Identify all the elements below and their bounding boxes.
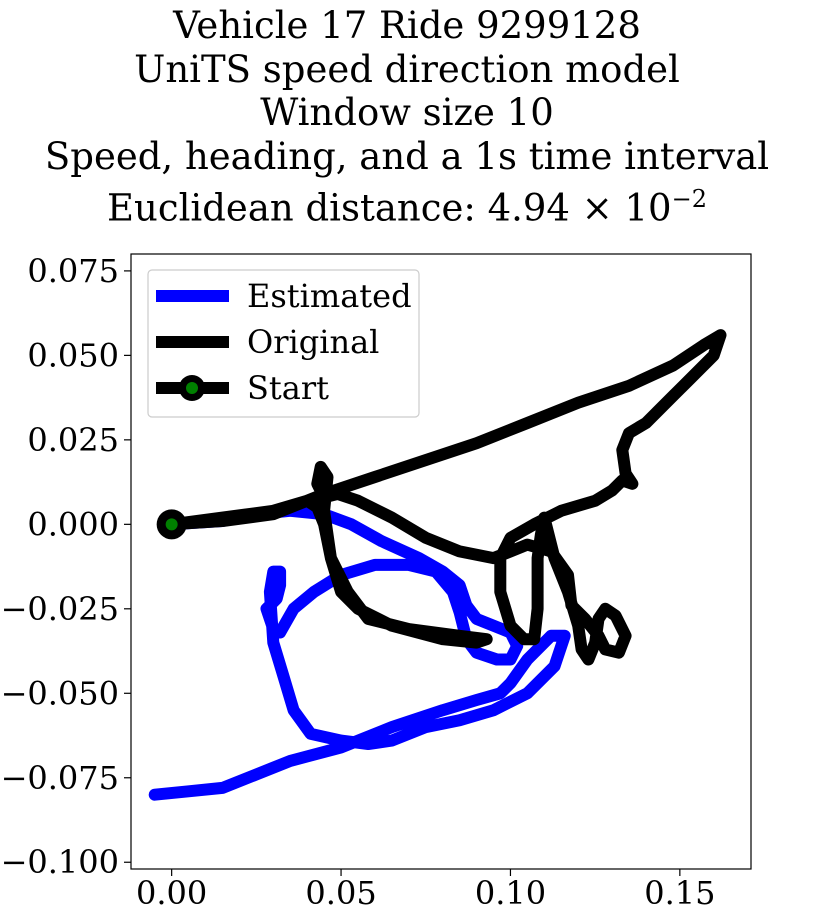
legend-original-label: Original: [247, 323, 379, 361]
y-tick-label: −0.050: [1, 674, 119, 712]
legend-frame: [147, 269, 420, 418]
series-layer: [148, 329, 727, 801]
start-marker-inner: [165, 518, 178, 531]
series-line-estimated: [148, 504, 571, 801]
y-tick-label: 0.025: [27, 421, 119, 459]
y-tick-label: −0.100: [1, 843, 119, 881]
legend: Estimated Original Start: [147, 269, 420, 418]
x-tick-label: 0.05: [305, 874, 376, 912]
y-tick-label: −0.075: [1, 759, 119, 797]
legend-start-marker-inner: [186, 382, 198, 394]
x-axis: 0.00 0.05 0.10 0.15: [136, 869, 715, 912]
title-line-1: Vehicle 17 Ride 9299128: [173, 4, 641, 47]
y-tick-label: 0.075: [27, 252, 119, 290]
title-line-4: Speed, heading, and a 1s time interval: [44, 134, 770, 178]
y-axis: 0.075 0.050 0.025 0.000 −0.025 −0.050 −0.075 −0…: [1, 252, 131, 881]
title-line-3: Window size 10: [260, 91, 554, 134]
chart-title: Vehicle 17 Ride 9299128 UniTS speed dire…: [0, 4, 814, 230]
title-line-5-exponent: −2: [671, 185, 707, 213]
series-line-original: [165, 329, 727, 666]
axes-frame: [130, 253, 752, 870]
title-line-5-prefix: Euclidean distance: 4.94 × 10: [107, 186, 672, 230]
y-tick-label: 0.000: [27, 505, 119, 543]
legend-estimated-label: Estimated: [247, 277, 412, 315]
x-tick-label: 0.15: [644, 874, 715, 912]
title-line-5: Euclidean distance: 4.94 × 10−2: [0, 178, 814, 230]
title-line-2: UniTS speed direction model: [134, 47, 680, 91]
y-tick-label: 0.050: [27, 336, 119, 374]
x-tick-label: 0.00: [136, 874, 207, 912]
legend-start-label: Start: [247, 369, 329, 407]
x-tick-label: 0.10: [475, 874, 546, 912]
y-tick-label: −0.025: [1, 590, 119, 628]
